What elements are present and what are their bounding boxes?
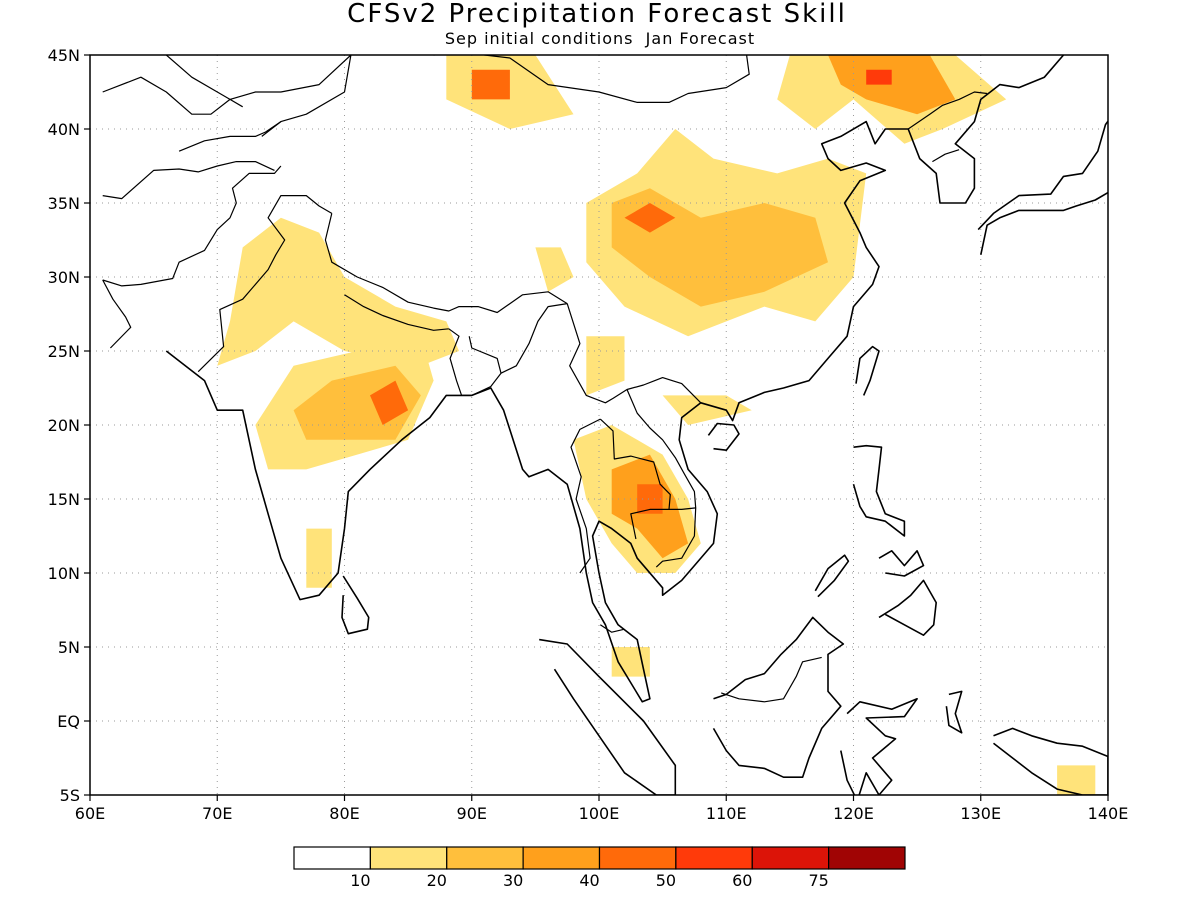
lat-tick-label: 40N bbox=[48, 120, 80, 139]
lon-tick-label: 130E bbox=[960, 804, 1001, 823]
colorbar-swatch bbox=[751, 846, 830, 870]
latitude-axis: 45N 40N 35N 30N 25N 20N 15N 10N 5N EQ 5S bbox=[48, 46, 90, 805]
skill-region-yunnan bbox=[586, 336, 625, 396]
coastline-new-guinea bbox=[993, 727, 1108, 795]
map-background bbox=[90, 55, 1108, 795]
coastline-taiwan bbox=[855, 345, 880, 396]
figure-subtitle: Sep initial conditions Jan Forecast bbox=[445, 29, 755, 48]
border-myanmar-thai bbox=[570, 418, 601, 574]
figure-title: CFSv2 Precipitation Forecast Skill bbox=[347, 0, 847, 29]
skill-region-south-china-coast bbox=[662, 395, 752, 425]
lon-tick-label: 80E bbox=[329, 804, 359, 823]
skill-region-northeast-china-peak bbox=[866, 69, 892, 85]
skill-shading-layer bbox=[217, 55, 1096, 795]
lat-tick-label: 5N bbox=[58, 638, 80, 657]
border-pakistan-india bbox=[197, 195, 333, 373]
coastline-borneo bbox=[712, 616, 845, 779]
colorbar-swatch bbox=[446, 846, 524, 870]
skill-region-indochina-peak bbox=[637, 484, 663, 514]
skill-region-tibet-south bbox=[535, 247, 574, 292]
lon-tick-label: 100E bbox=[579, 804, 620, 823]
country-borders bbox=[102, 55, 1108, 795]
coastline-japan bbox=[977, 119, 1108, 255]
lat-tick-label: 5S bbox=[60, 786, 80, 805]
skill-region-png-patch bbox=[1057, 765, 1096, 795]
skill-region-north-india bbox=[217, 217, 459, 366]
lat-tick-label: 15N bbox=[48, 490, 80, 509]
map-area bbox=[90, 55, 1108, 795]
border-nepal-south bbox=[344, 294, 449, 331]
skill-region-tibet-north-peak bbox=[471, 69, 510, 100]
coastline-sumatra bbox=[539, 638, 677, 795]
border-laos-thai bbox=[599, 418, 671, 540]
border-afghan-north bbox=[102, 161, 275, 200]
skill-region-south-india bbox=[306, 528, 332, 588]
border-cambodia-vietnam bbox=[655, 507, 697, 568]
lon-tick-label: 140E bbox=[1088, 804, 1129, 823]
colorbar-swatch bbox=[293, 846, 371, 870]
colorbar-label: 75 bbox=[808, 871, 828, 890]
colorbar-label: 20 bbox=[427, 871, 447, 890]
coastline-palawan bbox=[814, 554, 850, 598]
colorbar-label: 10 bbox=[350, 871, 370, 890]
colorbar-label: 40 bbox=[579, 871, 599, 890]
border-kazakh-south bbox=[165, 55, 244, 108]
lon-tick-label: 120E bbox=[833, 804, 874, 823]
colorbar-swatch bbox=[675, 846, 753, 870]
coastlines bbox=[165, 55, 1108, 795]
lat-tick-label: 35N bbox=[48, 194, 80, 213]
lat-tick-label: 10N bbox=[48, 564, 80, 583]
colorbar-label: 60 bbox=[732, 871, 752, 890]
border-china-korea bbox=[907, 91, 988, 130]
coastline-hainan bbox=[707, 422, 740, 452]
border-myanmar-india bbox=[500, 303, 568, 374]
colorbar-label: 50 bbox=[656, 871, 676, 890]
colorbar-legend: 10 20 30 40 50 60 75 bbox=[293, 846, 906, 890]
border-afghan-pak bbox=[102, 165, 282, 287]
lon-tick-label: 70E bbox=[202, 804, 232, 823]
coastline-india-coast bbox=[165, 55, 1065, 703]
colorbar-swatch bbox=[828, 846, 906, 870]
coastline-visayas bbox=[878, 549, 925, 577]
skill-region-central-india-peak bbox=[370, 380, 409, 425]
coastline-sulawesi bbox=[840, 697, 918, 795]
lon-tick-label: 110E bbox=[706, 804, 747, 823]
border-myanmar-china bbox=[566, 303, 702, 404]
lon-tick-label: 60E bbox=[75, 804, 105, 823]
lat-tick-label: EQ bbox=[57, 712, 80, 731]
lat-tick-label: 45N bbox=[48, 46, 80, 65]
border-india-china-nepal bbox=[324, 213, 568, 314]
border-borneo-border bbox=[721, 656, 822, 703]
colorbar-swatch bbox=[369, 846, 448, 870]
coastline-sri-lanka bbox=[341, 575, 370, 635]
border-iran-pak bbox=[102, 279, 132, 349]
lat-tick-label: 20N bbox=[48, 416, 80, 435]
coastline-mindanao bbox=[878, 579, 938, 637]
coastline-luzon bbox=[852, 444, 906, 537]
border-mongolia-china bbox=[433, 55, 750, 104]
skill-region-china-peak bbox=[624, 203, 676, 233]
border-laos-vietnam bbox=[626, 389, 697, 510]
colorbar-swatch bbox=[522, 846, 601, 870]
colorbar-swatch bbox=[598, 846, 677, 870]
lat-tick-label: 25N bbox=[48, 342, 80, 361]
lat-tick-label: 30N bbox=[48, 268, 80, 287]
lon-tick-label: 90E bbox=[457, 804, 487, 823]
border-central-asia bbox=[102, 55, 352, 115]
colorbar-label: 30 bbox=[503, 871, 523, 890]
border-tajik-kyrgyz bbox=[178, 121, 282, 152]
border-bangladesh bbox=[448, 328, 502, 396]
coastline-halmahera bbox=[945, 690, 963, 734]
border-korea-dmz bbox=[932, 149, 960, 163]
longitude-axis: 60E 70E 80E 90E 100E 110E 120E 130E 140E bbox=[75, 795, 1129, 823]
border-malaysia-thai bbox=[599, 624, 625, 633]
